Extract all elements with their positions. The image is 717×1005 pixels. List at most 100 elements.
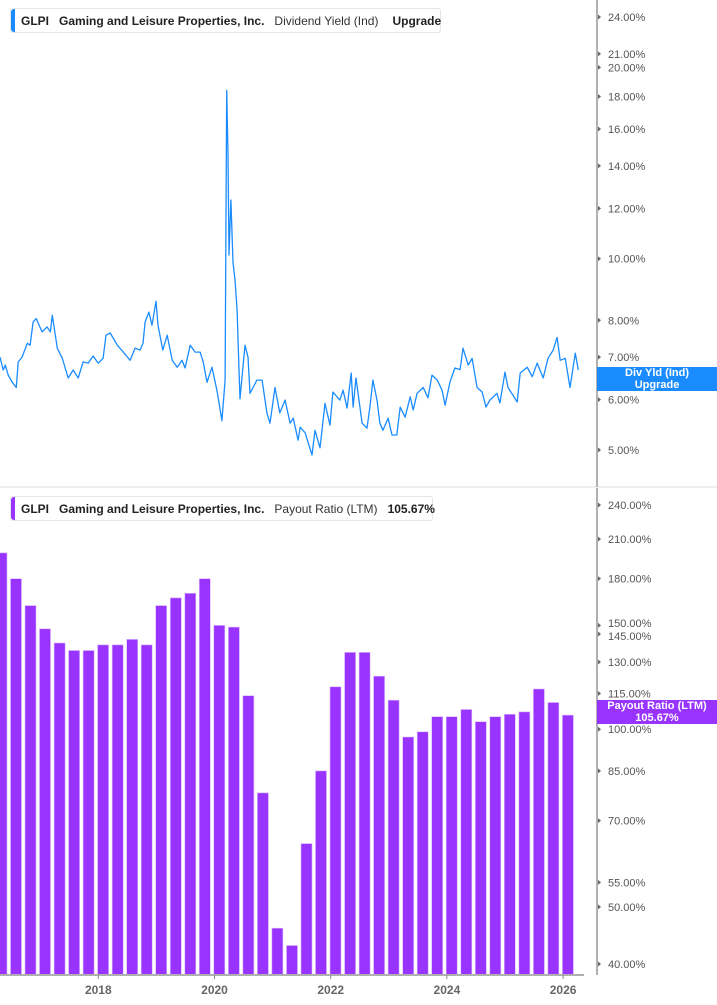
y-tick-mark [598, 622, 601, 628]
payout-bar [82, 650, 95, 976]
payout-bar [170, 597, 182, 976]
payout-bar [300, 843, 313, 976]
legend-metric: Dividend Yield (Ind) [274, 13, 379, 28]
y-tick-label: 145.00% [608, 631, 652, 643]
y-tick-label: 85.00% [608, 766, 646, 778]
y-tick-mark [598, 93, 601, 99]
payout-bar [199, 578, 211, 976]
payout-bar [518, 711, 531, 976]
payout-ratio-plot [0, 552, 574, 976]
y-tick-mark [598, 659, 601, 665]
payout-bar [445, 716, 458, 976]
payout-bar [213, 625, 226, 976]
y-tick-label: 10.00% [608, 254, 646, 266]
y-tick-mark [598, 690, 601, 696]
y-tick-label: 240.00% [608, 500, 652, 512]
y-tick-mark [598, 51, 601, 57]
y-tick-label: 180.00% [608, 574, 652, 586]
y-tick-mark [598, 502, 601, 508]
y-tick-mark [598, 14, 601, 20]
dividend-yield-legend[interactable]: GLPI Gaming and Leisure Properties, Inc.… [10, 8, 441, 33]
y-tick-mark [598, 126, 601, 132]
x-tick-label: 2024 [434, 983, 461, 997]
legend-ticker: GLPI [21, 13, 50, 28]
y-tick-label: 210.00% [608, 534, 652, 546]
payout-bar [24, 605, 37, 976]
payout-bar [242, 695, 255, 976]
legend-value: 105.67% [387, 501, 435, 516]
tag-value: Upgrade [634, 379, 680, 391]
payout-bar [271, 927, 284, 976]
payout-bar [315, 770, 327, 976]
payout-bar [10, 578, 22, 976]
y-tick-label: 40.00% [608, 959, 646, 971]
y-tick-mark [598, 205, 601, 211]
y-tick-label: 24.00% [608, 12, 646, 24]
payout-bar [344, 652, 356, 976]
x-tick-label: 2018 [85, 983, 112, 997]
y-tick-label: 12.00% [608, 203, 646, 215]
y-tick-label: 5.00% [608, 445, 639, 457]
x-tick-label: 2026 [550, 983, 577, 997]
y-tick-mark [598, 447, 601, 453]
y-tick-label: 8.00% [608, 315, 639, 327]
y-tick-label: 7.00% [608, 352, 639, 364]
y-tick-label: 16.00% [608, 124, 646, 136]
y-tick-label: 21.00% [608, 49, 646, 61]
x-tick-label: 2020 [201, 983, 228, 997]
dividend-yield-current-tag[interactable]: Div Yld (Ind) Upgrade [597, 367, 717, 391]
payout-bar [387, 699, 400, 976]
y-tick-mark [598, 631, 601, 637]
payout-bar [184, 592, 197, 976]
payout-ratio-legend[interactable]: GLPI Gaming and Leisure Properties, Inc.… [10, 496, 435, 521]
legend-metric: Payout Ratio (LTM) [274, 501, 378, 516]
payout-bar [155, 605, 167, 976]
payout-bar [460, 709, 473, 976]
y-tick-mark [598, 536, 601, 542]
payout-bar [0, 552, 8, 976]
payout-bar [126, 639, 138, 976]
x-tick-label: 2022 [317, 983, 344, 997]
y-tick-label: 18.00% [608, 91, 646, 103]
y-tick-mark [598, 64, 601, 70]
legend-upgrade-link[interactable]: Upgrade [392, 13, 442, 28]
payout-bar [257, 792, 269, 976]
tag-label: Div Yld (Ind) [625, 367, 689, 379]
payout-bar [533, 688, 545, 976]
series-color-swatch [11, 497, 15, 520]
y-tick-mark [598, 768, 601, 774]
dividend-yield-line [0, 89, 579, 456]
payout-bar [489, 716, 502, 976]
payout-bar [562, 714, 574, 976]
y-tick-label: 70.00% [608, 816, 646, 828]
y-tick-mark [598, 317, 601, 323]
y-tick-label: 130.00% [608, 657, 652, 669]
payout-bar [373, 675, 385, 976]
y-tick-label: 100.00% [608, 724, 652, 736]
payout-bar [547, 702, 560, 976]
payout-bar [140, 644, 153, 976]
y-tick-mark [598, 256, 601, 262]
legend-ticker: GLPI [21, 501, 50, 516]
y-tick-mark [598, 904, 601, 910]
payout-bar [68, 650, 80, 976]
y-tick-mark [598, 397, 601, 403]
y-tick-label: 14.00% [608, 161, 646, 173]
y-tick-label: 150.00% [608, 618, 652, 630]
y-tick-label: 50.00% [608, 902, 646, 914]
tag-label: Payout Ratio (LTM) [607, 700, 707, 712]
y-tick-mark [598, 818, 601, 824]
y-tick-mark [598, 961, 601, 967]
series-color-swatch [11, 9, 15, 32]
y-tick-label: 115.00% [608, 688, 651, 700]
payout-bar [329, 686, 342, 976]
legend-company: Gaming and Leisure Properties, Inc. [59, 501, 265, 516]
y-tick-mark [598, 354, 601, 360]
legend-company: Gaming and Leisure Properties, Inc. [59, 13, 265, 28]
y-tick-mark [598, 163, 601, 169]
payout-bar [286, 945, 298, 976]
payout-bar [503, 713, 516, 976]
payout-bar [474, 721, 487, 976]
